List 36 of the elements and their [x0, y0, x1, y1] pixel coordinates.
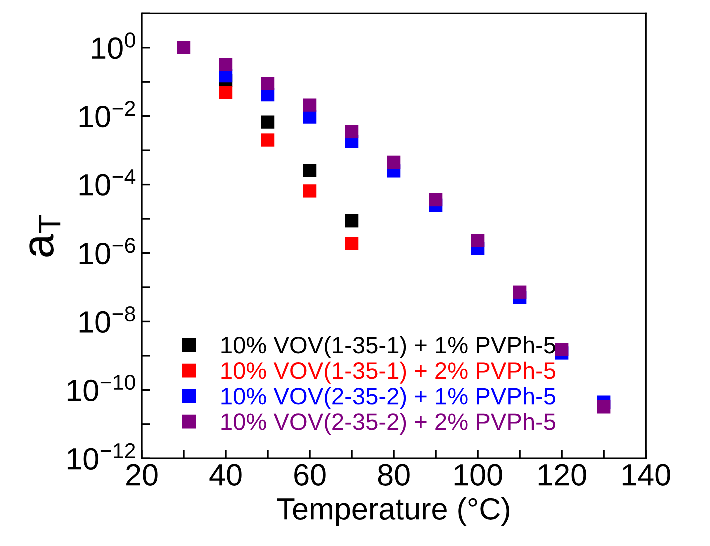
legend-label: 10% VOV(1-35-1) + 1% PVPh-5 [222, 336, 556, 358]
x-tick-label: 140 [622, 464, 670, 486]
point [387, 156, 401, 170]
y-axis-title: a$_{T}$ [30, 215, 61, 257]
point [303, 164, 317, 178]
point [471, 234, 485, 248]
y-tick-label: 10$^{−6}$ [80, 238, 136, 265]
point [261, 77, 275, 90]
legend-label: 10% VOV(2-35-2) + 2% PVPh-5 [222, 413, 556, 436]
point [303, 98, 317, 112]
point [303, 184, 317, 198]
x-tick-label: 80 [378, 464, 410, 486]
x-tick-label: 40 [210, 464, 242, 486]
y-tick-label: 10$^{−4}$ [80, 170, 136, 196]
x-axis-title: Temperature (°C) [277, 498, 510, 526]
y-tick-label: 10$^{−2}$ [80, 101, 136, 128]
legend-label: 10% VOV(1-35-1) + 2% PVPh-5 [222, 362, 556, 384]
x-tick-label: 120 [538, 464, 586, 486]
point [429, 193, 443, 207]
point [555, 343, 569, 357]
point [345, 237, 359, 250]
point [219, 86, 233, 100]
point [345, 125, 359, 139]
x-tick-label: 60 [294, 464, 326, 486]
point [345, 214, 359, 228]
y-tick-label: 10$^{0}$ [92, 32, 136, 60]
point [261, 116, 275, 129]
point [513, 286, 527, 299]
y-tick-label: 10$^{−8}$ [80, 306, 136, 334]
point [219, 58, 233, 72]
point [261, 134, 275, 147]
y-tick-label: 10$^{−10}$ [68, 374, 136, 402]
point [177, 41, 191, 54]
x-tick-label: 100 [454, 464, 502, 486]
point [598, 400, 611, 414]
legend-label: 10% VOV(2-35-2) + 1% PVPh-5 [222, 387, 556, 410]
